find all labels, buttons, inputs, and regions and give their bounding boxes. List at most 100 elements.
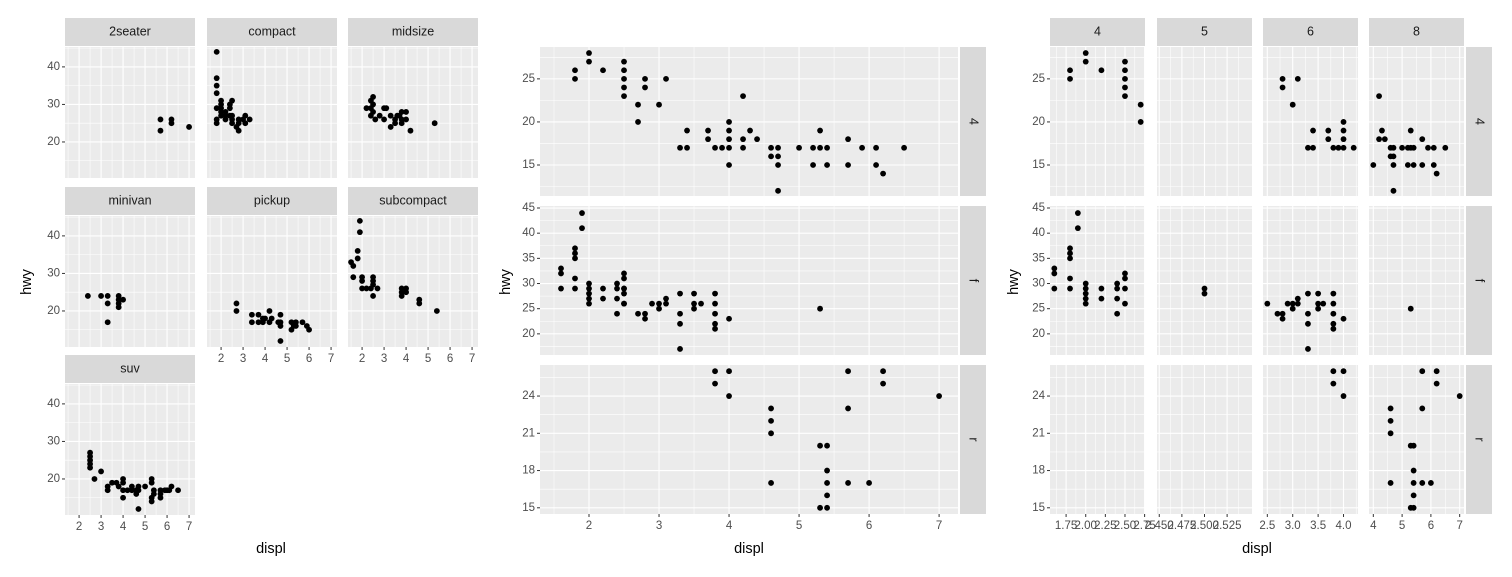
point: [677, 290, 683, 297]
point: [1335, 144, 1342, 151]
point: [1082, 290, 1089, 297]
x-tick-label: 3: [656, 520, 662, 532]
point: [712, 310, 718, 317]
strip-background: [348, 18, 478, 46]
point: [1442, 144, 1449, 151]
point: [168, 483, 175, 490]
strip-label: minivan: [108, 193, 151, 207]
point: [1074, 225, 1081, 232]
point: [1340, 393, 1347, 399]
point: [698, 300, 704, 307]
point: [747, 127, 753, 134]
y-tick-label: 30: [47, 435, 60, 447]
point: [229, 120, 235, 127]
point: [1315, 305, 1322, 312]
point: [104, 293, 111, 299]
point: [740, 144, 746, 151]
point: [712, 290, 718, 297]
x-tick-label: 2: [586, 520, 592, 532]
point: [229, 97, 235, 104]
point: [586, 58, 592, 65]
x-tick-label: 2: [76, 521, 82, 533]
point: [712, 300, 718, 307]
point: [370, 109, 376, 115]
point: [586, 295, 592, 302]
point: [726, 368, 732, 375]
y-tick-label: 20: [47, 305, 60, 317]
point: [1305, 290, 1311, 297]
point: [621, 270, 627, 277]
x-tick-label: 2.00: [1075, 520, 1097, 532]
point: [431, 120, 438, 127]
point: [142, 483, 148, 490]
point: [635, 101, 641, 108]
point: [1074, 210, 1081, 216]
strip-label: midsize: [392, 24, 434, 38]
point: [213, 48, 220, 55]
point: [1387, 430, 1394, 437]
point: [621, 285, 627, 292]
y-tick-label: 21: [522, 427, 535, 439]
panel-background: [65, 384, 195, 515]
point: [1114, 295, 1121, 302]
strip-label: r: [967, 437, 981, 441]
point: [726, 127, 732, 134]
point: [222, 116, 229, 123]
point: [370, 94, 376, 100]
strip-label: pickup: [254, 193, 290, 207]
point: [740, 136, 746, 143]
point: [1201, 290, 1208, 297]
point: [600, 285, 606, 292]
point: [579, 210, 585, 216]
point: [684, 144, 690, 151]
point: [635, 119, 641, 125]
x-tick-label: 3.5: [1310, 520, 1326, 532]
point: [363, 105, 370, 112]
strip-label: 4: [1473, 118, 1487, 125]
point: [754, 136, 760, 143]
point: [817, 127, 823, 134]
point: [1122, 67, 1128, 74]
point: [1325, 127, 1332, 134]
point: [1067, 255, 1073, 262]
point: [1390, 144, 1397, 151]
strip-background: [65, 18, 195, 46]
point: [1320, 300, 1327, 307]
y-tick-label: 40: [47, 398, 60, 410]
point: [168, 120, 175, 127]
point: [656, 305, 662, 312]
y-tick-label: 45: [522, 202, 535, 214]
point: [572, 275, 578, 282]
point: [104, 483, 111, 490]
point: [775, 153, 781, 160]
point: [1279, 310, 1286, 317]
point: [235, 120, 242, 127]
point: [1340, 127, 1347, 134]
point: [1376, 136, 1382, 143]
point: [768, 153, 774, 160]
x-tick-label: 2.25: [1094, 520, 1116, 532]
point: [1305, 310, 1311, 317]
point: [370, 101, 376, 108]
point: [242, 112, 249, 119]
point: [277, 311, 284, 318]
y-tick-label: 20: [47, 473, 60, 485]
y-tick-label: 24: [522, 390, 535, 402]
point: [614, 295, 620, 302]
point: [572, 75, 578, 82]
point: [621, 75, 627, 82]
point: [350, 263, 357, 269]
point: [1122, 58, 1128, 65]
y-tick-label: 20: [522, 328, 535, 340]
point: [691, 290, 697, 297]
point: [1264, 300, 1271, 307]
point: [222, 109, 229, 115]
point: [824, 492, 830, 499]
x-tick-label: 4.0: [1336, 520, 1352, 532]
point: [148, 476, 155, 482]
point: [775, 162, 781, 168]
x-tick-label: 5: [1399, 520, 1405, 532]
panel-background: [348, 47, 478, 178]
x-tick-label: 2.450: [1145, 520, 1174, 532]
